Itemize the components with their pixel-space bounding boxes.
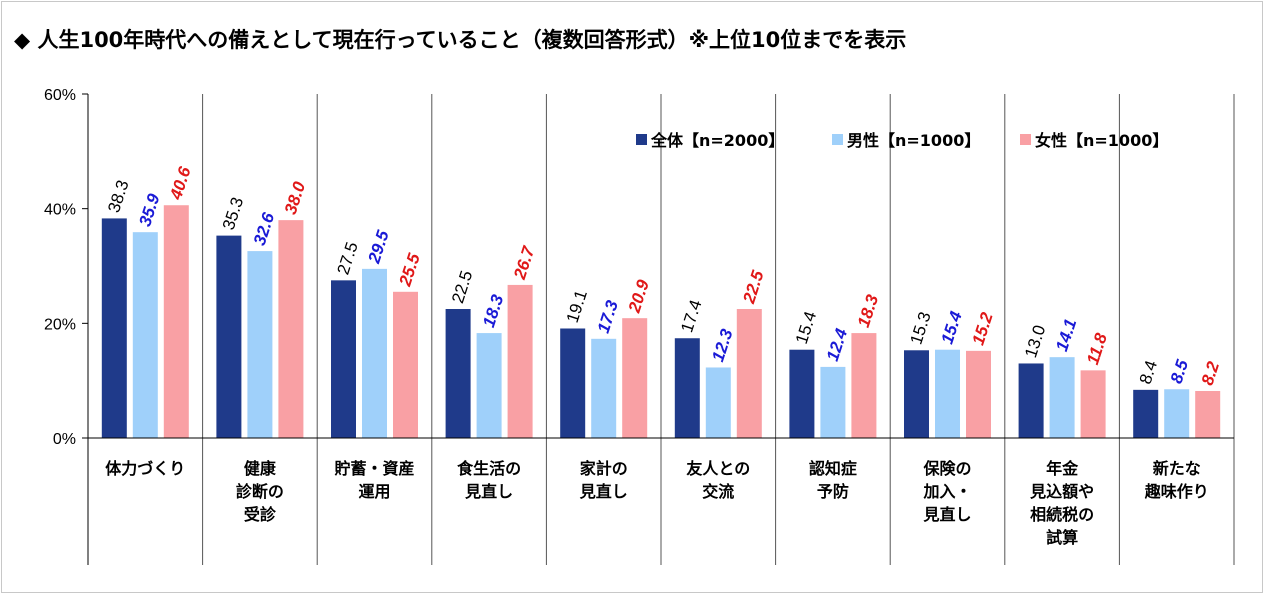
data-label-all: 38.3 xyxy=(104,178,132,215)
y-tick-label: 20% xyxy=(44,316,76,333)
bar-male xyxy=(705,367,731,438)
category-label: 加入・ xyxy=(922,482,971,501)
category-label: 見直し xyxy=(922,505,971,524)
data-label-female: 11.8 xyxy=(1083,330,1111,367)
data-label-male: 12.4 xyxy=(823,326,851,364)
data-label-male: 12.3 xyxy=(708,326,736,364)
bar-male xyxy=(247,251,273,438)
bar-all xyxy=(445,309,471,438)
data-label-all: 19.1 xyxy=(563,288,591,325)
category-label: 試算 xyxy=(1046,528,1078,547)
data-label-female: 22.5 xyxy=(739,268,768,307)
category-label: 保険の xyxy=(922,459,971,478)
category-label: 健康 xyxy=(244,459,277,478)
y-tick-label: 60% xyxy=(44,87,76,104)
category-label: 相続税の xyxy=(1030,505,1094,524)
bar-female xyxy=(163,205,189,438)
category-label: 診断の xyxy=(236,482,284,501)
data-label-female: 26.7 xyxy=(510,243,539,283)
bar-male xyxy=(1164,389,1190,438)
y-tick-label: 40% xyxy=(44,202,76,219)
data-label-all: 17.4 xyxy=(677,298,705,335)
bar-female xyxy=(736,309,762,438)
legend-swatch-male xyxy=(832,134,843,145)
data-label-male: 14.1 xyxy=(1052,316,1080,353)
data-label-female: 18.3 xyxy=(854,292,882,330)
category-label: 見込額や xyxy=(1029,482,1094,501)
data-label-male: 32.6 xyxy=(250,210,278,248)
data-label-male: 29.5 xyxy=(364,228,393,267)
legend-label-female: 女性【n=1000】 xyxy=(1035,131,1168,150)
bar-all xyxy=(789,349,815,438)
data-label-female: 38.0 xyxy=(281,179,309,217)
data-label-all: 13.0 xyxy=(1021,323,1049,360)
category-label: 貯蓄・資産 xyxy=(334,459,414,478)
bar-male xyxy=(476,333,502,438)
bar-all xyxy=(1133,389,1159,438)
category-label: 運用 xyxy=(358,482,390,501)
data-label-male: 18.3 xyxy=(479,292,507,330)
category-label: 年金 xyxy=(1046,459,1079,478)
data-label-female: 15.2 xyxy=(968,310,996,348)
data-label-all: 15.4 xyxy=(792,309,820,346)
data-label-all: 15.3 xyxy=(906,310,934,347)
bar-male xyxy=(1049,357,1075,438)
bar-female xyxy=(393,291,418,438)
bar-female xyxy=(851,333,877,438)
legend-swatch-all xyxy=(636,134,647,145)
bar-all xyxy=(216,235,242,438)
category-label: 見直し xyxy=(464,482,513,501)
category-label: 受診 xyxy=(244,505,277,524)
data-label-male: 35.9 xyxy=(135,191,163,229)
bar-female xyxy=(278,220,304,438)
bar-male xyxy=(132,232,158,438)
legend-swatch-female xyxy=(1020,134,1031,145)
bar-all xyxy=(674,338,700,438)
legend-label-male: 男性【n=1000】 xyxy=(847,131,980,150)
bar-female xyxy=(966,350,991,438)
category-label: 家計の xyxy=(580,459,628,478)
bar-all xyxy=(331,280,356,438)
bar-female xyxy=(1195,390,1221,438)
data-label-female: 20.9 xyxy=(624,277,653,316)
bar-female xyxy=(1080,370,1106,438)
bar-male xyxy=(820,366,846,438)
bar-all xyxy=(560,328,586,438)
category-label: 体力づくり xyxy=(105,459,185,478)
data-label-male: 17.3 xyxy=(594,298,622,336)
category-label: 予防 xyxy=(817,482,849,501)
data-label-all: 35.3 xyxy=(219,195,247,232)
bar-all xyxy=(101,218,127,438)
bar-male xyxy=(935,349,960,438)
category-label: 見直し xyxy=(579,482,628,501)
data-label-all: 22.5 xyxy=(448,268,476,305)
data-label-female: 8.2 xyxy=(1198,359,1224,388)
category-label: 認知症 xyxy=(809,459,857,478)
bar-male xyxy=(362,268,387,438)
category-label: 新たな xyxy=(1153,459,1201,478)
data-label-male: 15.4 xyxy=(937,308,965,346)
category-label: 交流 xyxy=(702,482,734,501)
legend-label-all: 全体【n=2000】 xyxy=(650,131,784,150)
data-label-male: 8.5 xyxy=(1167,357,1193,386)
category-label: 趣味作り xyxy=(1144,482,1209,501)
category-label: 友人との xyxy=(686,459,750,478)
chart-title: ◆ 人生100年時代への備えとして現在行っていること（複数回答形式）※上位10位… xyxy=(14,28,907,52)
data-label-female: 25.5 xyxy=(395,251,424,290)
bar-female xyxy=(622,318,648,438)
data-label-female: 40.6 xyxy=(166,164,195,203)
data-label-all: 27.5 xyxy=(333,240,361,277)
category-label: 食生活の xyxy=(456,459,521,478)
bar-all xyxy=(904,350,929,438)
y-tick-label: 0% xyxy=(53,431,76,448)
bar-all xyxy=(1018,363,1044,438)
bar-male xyxy=(591,338,617,438)
data-label-all: 8.4 xyxy=(1136,358,1161,386)
bar-female xyxy=(507,284,533,438)
